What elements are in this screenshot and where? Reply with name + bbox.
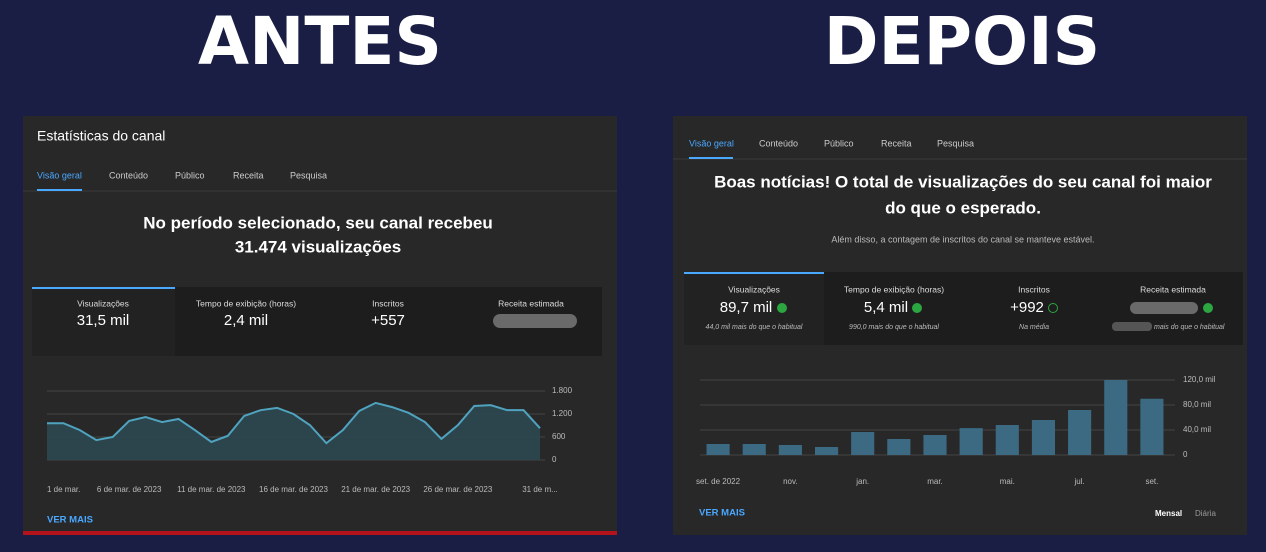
- blurred-value: [1130, 302, 1198, 314]
- headline: No período selecionado, seu canal recebe…: [143, 213, 493, 232]
- blurred-value: [493, 314, 577, 328]
- bar: [778, 445, 802, 455]
- y-tick-label: 600: [552, 432, 566, 441]
- tab[interactable]: Conteúdo: [759, 138, 798, 148]
- card-value: 89,7 mil: [720, 299, 773, 316]
- bar: [742, 444, 766, 455]
- tab[interactable]: Pesquisa: [937, 138, 974, 148]
- card-label: Tempo de exibição (horas): [196, 298, 296, 308]
- tab[interactable]: Visão geral: [689, 138, 734, 148]
- y-tick-label: 0: [1183, 450, 1188, 459]
- up-icon: [777, 303, 787, 313]
- tab[interactable]: Visão geral: [37, 170, 82, 180]
- bar: [923, 435, 947, 455]
- tab[interactable]: Receita: [233, 170, 264, 180]
- tab[interactable]: Público: [175, 170, 205, 180]
- x-tick-label: jan.: [855, 477, 869, 486]
- card-label: Inscritos: [372, 298, 404, 308]
- tab[interactable]: Público: [824, 138, 854, 148]
- card-note: mais do que o habitual: [1154, 324, 1225, 331]
- toggle[interactable]: Mensal: [1155, 509, 1182, 518]
- subtext: Além disso, a contagem de inscritos do c…: [831, 234, 1094, 244]
- bar: [995, 425, 1019, 455]
- x-tick-label: set.: [1145, 477, 1158, 486]
- card-value: 31,5 mil: [77, 312, 130, 329]
- bar: [1104, 380, 1128, 455]
- card-label: Inscritos: [1018, 284, 1050, 294]
- card-note: Na média: [1019, 324, 1049, 331]
- headline: do que o esperado.: [885, 198, 1041, 217]
- tab[interactable]: Conteúdo: [109, 170, 148, 180]
- y-tick-label: 1.800: [552, 386, 573, 395]
- card-label: Visualizações: [77, 298, 129, 308]
- card-value: +557: [371, 312, 405, 329]
- heading-before: ANTES: [198, 3, 442, 80]
- card-note: 44,0 mil mais do que o habitual: [706, 324, 803, 331]
- y-tick-label: 40,0 mil: [1183, 425, 1211, 434]
- x-tick-label: 11 de mar. de 2023: [177, 485, 246, 494]
- heading-after: DEPOIS: [824, 3, 1100, 80]
- bar: [851, 432, 875, 455]
- card[interactable]: [175, 287, 317, 356]
- bar: [1031, 420, 1056, 455]
- x-tick-label: 6 de mar. de 2023: [97, 485, 162, 494]
- x-tick-label: 26 de mar. de 2023: [423, 485, 492, 494]
- tab[interactable]: Pesquisa: [290, 170, 327, 180]
- progress-bar: [23, 531, 617, 535]
- bar: [706, 444, 730, 455]
- bar: [959, 428, 983, 455]
- panel-title: Estatísticas do canal: [37, 128, 165, 144]
- x-tick-label: mar.: [927, 477, 943, 486]
- see-more[interactable]: VER MAIS: [699, 508, 745, 519]
- up-icon: [912, 303, 922, 313]
- card[interactable]: [824, 272, 964, 345]
- y-tick-label: 1.200: [552, 409, 573, 418]
- card-label: Tempo de exibição (horas): [844, 284, 944, 294]
- x-tick-label: 21 de mar. de 2023: [341, 485, 410, 494]
- check-icon: [1048, 303, 1058, 313]
- headline: Boas notícias! O total de visualizações …: [714, 172, 1212, 191]
- x-tick-label: 1 de mar.: [47, 485, 80, 494]
- x-tick-label: nov.: [783, 477, 798, 486]
- bar: [814, 447, 839, 455]
- x-tick-label: set. de 2022: [696, 477, 741, 486]
- bar: [887, 439, 911, 455]
- area: [47, 402, 540, 460]
- y-tick-label: 120,0 mil: [1183, 375, 1216, 384]
- up-icon: [1203, 303, 1213, 313]
- x-tick-label: mai.: [1000, 477, 1015, 486]
- card-label: Visualizações: [728, 284, 780, 294]
- headline: 31.474 visualizações: [235, 237, 401, 256]
- toggle[interactable]: Diária: [1195, 509, 1216, 518]
- card[interactable]: [964, 272, 1104, 345]
- line: [47, 401, 541, 445]
- card[interactable]: [32, 287, 175, 356]
- bar: [1068, 410, 1092, 455]
- x-tick-label: 16 de mar. de 2023: [259, 485, 328, 494]
- card[interactable]: [317, 287, 460, 356]
- x-tick-label: jul.: [1073, 477, 1084, 486]
- x-tick-label: 31 de m...: [522, 485, 558, 494]
- tab[interactable]: Receita: [881, 138, 912, 148]
- card-label: Receita estimada: [498, 298, 564, 308]
- card[interactable]: [684, 272, 824, 345]
- card-value: 2,4 mil: [224, 312, 268, 329]
- bar: [1140, 398, 1164, 455]
- card-label: Receita estimada: [1140, 284, 1206, 294]
- blurred-value: [1112, 322, 1152, 331]
- card-value: 5,4 mil: [864, 299, 908, 316]
- y-tick-label: 80,0 mil: [1183, 400, 1211, 409]
- see-more[interactable]: VER MAIS: [47, 515, 93, 526]
- card-note: 990,0 mais do que o habitual: [849, 324, 939, 331]
- y-tick-label: 0: [552, 455, 557, 464]
- card-value: +992: [1010, 299, 1044, 316]
